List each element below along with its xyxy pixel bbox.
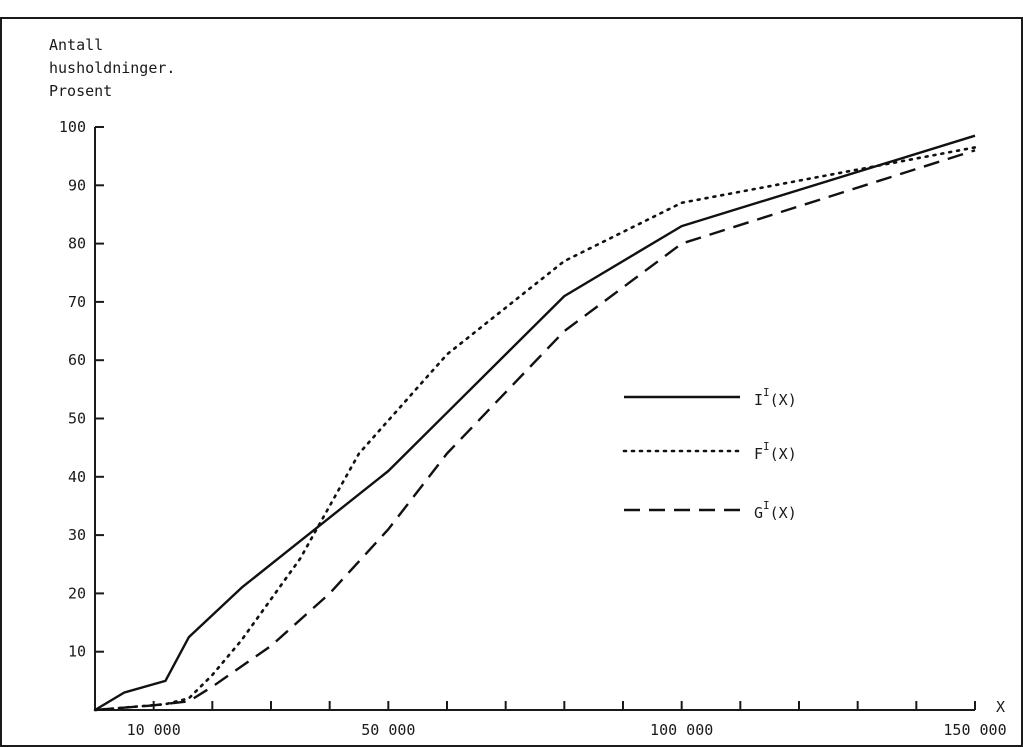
legend-label-g: GI(X) <box>754 499 797 522</box>
y-tick-label-40: 40 <box>68 468 86 486</box>
legend-label-f: FI(X) <box>754 440 797 463</box>
y-tick-label-70: 70 <box>68 293 86 311</box>
y-tick-label-80: 80 <box>68 235 86 253</box>
y-tick-label-90: 90 <box>68 176 86 194</box>
x-tick-label-100000: 100 000 <box>650 721 713 739</box>
y-axis-title-line-1: Antall <box>49 36 103 54</box>
y-axis-title: Antall husholdninger. Prosent <box>49 36 175 100</box>
series-line-f <box>95 147 975 710</box>
x-axis-ticks: 10 000 50 000 100 000 150 000 <box>127 701 1007 739</box>
y-axis-title-line-3: Prosent <box>49 82 112 100</box>
chart-frame <box>1 18 1022 746</box>
legend-label-i: II(X) <box>754 386 797 409</box>
x-tick-label-150000: 150 000 <box>943 721 1006 739</box>
series-line-i <box>95 136 975 710</box>
x-tick-label-10000: 10 000 <box>127 721 181 739</box>
y-axis-title-line-2: husholdninger. <box>49 59 175 77</box>
series-layer <box>95 136 975 710</box>
y-tick-label-10: 10 <box>68 643 86 661</box>
x-tick-label-50000: 50 000 <box>361 721 415 739</box>
y-tick-label-100: 100 <box>59 118 86 136</box>
y-tick-label-20: 20 <box>68 584 86 602</box>
y-tick-label-60: 60 <box>68 351 86 369</box>
x-axis-title: X <box>996 698 1005 716</box>
y-tick-label-30: 30 <box>68 526 86 544</box>
series-line-g <box>95 150 975 710</box>
legend: II(X) FI(X) GI(X) <box>624 386 797 522</box>
y-tick-label-50: 50 <box>68 410 86 428</box>
y-axis-ticks: 10 20 30 40 50 60 70 80 90 100 <box>59 118 104 661</box>
